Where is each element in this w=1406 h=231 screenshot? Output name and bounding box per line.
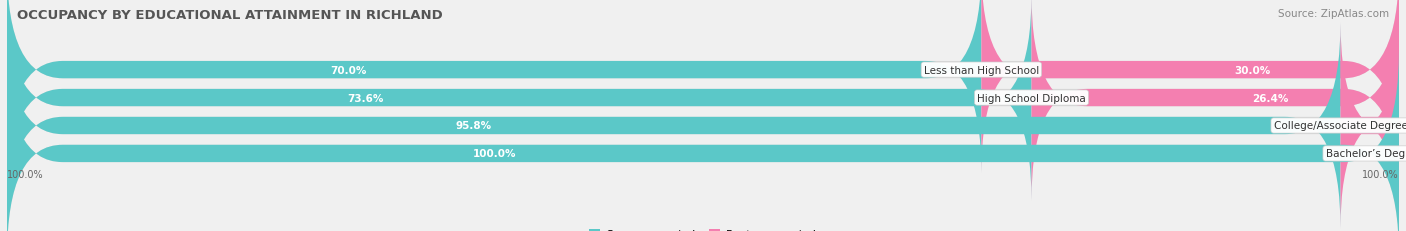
Text: 4.2%: 4.2%	[1385, 121, 1406, 131]
Text: College/Associate Degree: College/Associate Degree	[1274, 121, 1406, 131]
FancyBboxPatch shape	[7, 0, 981, 173]
Text: 70.0%: 70.0%	[330, 65, 366, 75]
Text: Source: ZipAtlas.com: Source: ZipAtlas.com	[1278, 9, 1389, 19]
Text: 30.0%: 30.0%	[1234, 65, 1271, 75]
Text: OCCUPANCY BY EDUCATIONAL ATTAINMENT IN RICHLAND: OCCUPANCY BY EDUCATIONAL ATTAINMENT IN R…	[17, 9, 443, 22]
Text: 100.0%: 100.0%	[7, 169, 44, 179]
FancyBboxPatch shape	[7, 0, 1399, 201]
Text: 73.6%: 73.6%	[347, 93, 384, 103]
Text: 26.4%: 26.4%	[1253, 93, 1288, 103]
FancyBboxPatch shape	[981, 0, 1399, 173]
FancyBboxPatch shape	[7, 51, 1399, 231]
FancyBboxPatch shape	[7, 23, 1399, 229]
Text: Less than High School: Less than High School	[924, 65, 1039, 75]
Legend: Owner-occupied, Renter-occupied: Owner-occupied, Renter-occupied	[585, 224, 821, 231]
FancyBboxPatch shape	[7, 0, 1399, 173]
FancyBboxPatch shape	[7, 23, 1340, 229]
FancyBboxPatch shape	[7, 0, 1032, 201]
FancyBboxPatch shape	[1340, 23, 1399, 229]
Text: 95.8%: 95.8%	[456, 121, 492, 131]
FancyBboxPatch shape	[7, 51, 1399, 231]
Text: High School Diploma: High School Diploma	[977, 93, 1085, 103]
Text: 100.0%: 100.0%	[1362, 169, 1399, 179]
FancyBboxPatch shape	[1032, 0, 1399, 201]
Text: 100.0%: 100.0%	[472, 149, 516, 159]
Text: Bachelor’s Degree or higher: Bachelor’s Degree or higher	[1326, 149, 1406, 159]
